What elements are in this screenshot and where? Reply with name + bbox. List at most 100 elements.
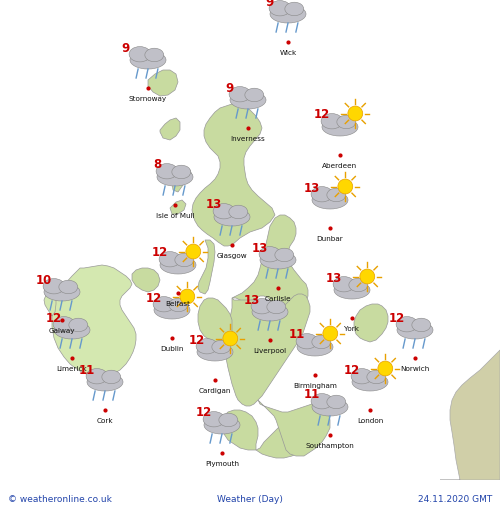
Text: Isle of Mull: Isle of Mull — [156, 213, 194, 219]
Ellipse shape — [327, 188, 346, 202]
Polygon shape — [148, 70, 178, 96]
Ellipse shape — [352, 373, 388, 391]
Text: 9: 9 — [122, 42, 130, 55]
Polygon shape — [222, 410, 258, 450]
Circle shape — [360, 269, 374, 284]
Ellipse shape — [259, 246, 280, 262]
Text: 12: 12 — [314, 109, 330, 122]
Ellipse shape — [311, 187, 332, 202]
Ellipse shape — [285, 2, 304, 16]
Ellipse shape — [321, 113, 342, 129]
Ellipse shape — [53, 317, 74, 332]
Text: 11: 11 — [289, 329, 305, 342]
Polygon shape — [198, 240, 215, 294]
Polygon shape — [258, 400, 330, 456]
Ellipse shape — [229, 87, 250, 102]
Ellipse shape — [54, 321, 90, 339]
Text: 13: 13 — [252, 241, 268, 254]
Ellipse shape — [160, 256, 196, 274]
Ellipse shape — [297, 338, 333, 356]
Circle shape — [180, 289, 194, 304]
Circle shape — [186, 244, 200, 259]
Text: Belfast: Belfast — [166, 301, 190, 307]
Ellipse shape — [145, 48, 164, 62]
Ellipse shape — [367, 370, 386, 384]
Ellipse shape — [154, 301, 190, 319]
Text: Dublin: Dublin — [160, 346, 184, 352]
Text: Liverpool: Liverpool — [254, 348, 286, 354]
Polygon shape — [256, 406, 328, 458]
Text: 24.11.2020 GMT: 24.11.2020 GMT — [418, 496, 492, 504]
Ellipse shape — [172, 165, 191, 179]
Text: 12: 12 — [46, 311, 62, 324]
Text: Stornoway: Stornoway — [129, 96, 167, 102]
Ellipse shape — [196, 339, 218, 354]
Text: Cardigan: Cardigan — [199, 388, 231, 394]
Text: 12: 12 — [152, 246, 168, 259]
Text: Galway: Galway — [49, 328, 75, 334]
Ellipse shape — [334, 281, 370, 299]
Polygon shape — [172, 168, 192, 192]
Ellipse shape — [153, 296, 174, 312]
Ellipse shape — [87, 373, 123, 391]
Polygon shape — [198, 298, 232, 342]
Ellipse shape — [44, 283, 80, 301]
Text: 10: 10 — [36, 274, 52, 287]
Ellipse shape — [245, 88, 264, 102]
Ellipse shape — [204, 416, 240, 434]
Ellipse shape — [43, 279, 64, 294]
Polygon shape — [225, 294, 310, 406]
Ellipse shape — [275, 248, 294, 262]
Ellipse shape — [229, 205, 248, 219]
Ellipse shape — [327, 395, 346, 409]
Ellipse shape — [197, 343, 233, 361]
Text: London: London — [357, 418, 383, 424]
Text: Carlisle: Carlisle — [264, 296, 291, 302]
Text: 13: 13 — [244, 293, 260, 306]
Text: 12: 12 — [196, 407, 212, 420]
Text: 8: 8 — [153, 159, 161, 172]
Ellipse shape — [175, 253, 194, 267]
Ellipse shape — [157, 168, 193, 186]
Circle shape — [338, 179, 352, 194]
Text: 9: 9 — [266, 0, 274, 8]
Text: 11: 11 — [79, 363, 95, 376]
Ellipse shape — [269, 1, 290, 16]
Ellipse shape — [214, 208, 250, 226]
Polygon shape — [192, 104, 275, 246]
Ellipse shape — [252, 303, 288, 321]
Text: Wick: Wick — [280, 50, 296, 56]
Ellipse shape — [212, 340, 231, 354]
Ellipse shape — [312, 335, 331, 349]
Text: Weather (Day): Weather (Day) — [217, 496, 283, 504]
Ellipse shape — [213, 204, 234, 219]
Text: 13: 13 — [304, 181, 320, 194]
Circle shape — [223, 331, 238, 346]
Text: Aberdeen: Aberdeen — [322, 163, 358, 169]
Ellipse shape — [312, 398, 348, 416]
Ellipse shape — [102, 370, 121, 384]
Polygon shape — [170, 200, 186, 214]
Ellipse shape — [86, 369, 108, 384]
Ellipse shape — [311, 394, 332, 409]
Text: Birmingham: Birmingham — [293, 383, 337, 389]
Text: 13: 13 — [206, 199, 222, 212]
Ellipse shape — [351, 369, 372, 384]
Ellipse shape — [337, 115, 356, 129]
Polygon shape — [52, 265, 136, 376]
Ellipse shape — [251, 298, 272, 314]
Text: Inverness: Inverness — [230, 136, 266, 142]
Ellipse shape — [69, 318, 88, 332]
Ellipse shape — [312, 191, 348, 209]
Text: Southampton: Southampton — [306, 443, 354, 449]
Text: Limerick: Limerick — [56, 366, 88, 372]
Text: © weatheronline.co.uk: © weatheronline.co.uk — [8, 496, 112, 504]
Polygon shape — [160, 118, 180, 140]
Ellipse shape — [322, 118, 358, 136]
Ellipse shape — [129, 47, 150, 62]
Ellipse shape — [230, 91, 266, 109]
Polygon shape — [440, 350, 500, 480]
Ellipse shape — [270, 5, 306, 23]
Text: 12: 12 — [189, 333, 205, 346]
Text: Norwich: Norwich — [400, 366, 430, 372]
